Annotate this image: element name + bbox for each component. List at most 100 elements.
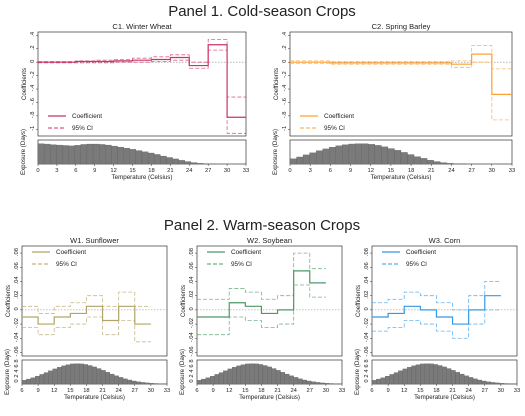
x-tick-label: 9 (36, 388, 39, 394)
exposure-bar (92, 366, 97, 385)
exposure-bar (368, 144, 376, 165)
exposure-bar (262, 365, 268, 385)
xlabel: Temperature (Celsius) (371, 174, 432, 181)
y-tick-label: -.4 (282, 84, 288, 92)
x-tick-label: 18 (83, 388, 89, 394)
exposure-bar (43, 372, 49, 385)
exposure-y-tick-label: 4 (364, 369, 370, 373)
exposure-bar (50, 144, 57, 165)
y-tick-label: 0 (282, 60, 288, 63)
y-tick-label: .06 (364, 262, 370, 270)
x-tick-label: 0 (288, 168, 291, 174)
exposure-y-tick-label: 2 (364, 374, 370, 377)
exposure-bar (440, 162, 447, 165)
y-tick-label: .08 (189, 248, 195, 256)
ci-low-line (372, 309, 501, 339)
exposure-bar (335, 145, 343, 165)
exposure-y-tick-label: 4 (14, 369, 20, 373)
legend-ci-label: 95% CI (56, 261, 77, 268)
coef-line (38, 44, 246, 118)
exposure-bar (123, 147, 130, 165)
y-tick-label: 0 (14, 307, 20, 310)
exposure-bar (196, 163, 204, 165)
y-tick-label: -.4 (30, 84, 36, 92)
exposure-y-tick-label: 4 (189, 369, 195, 373)
y-tick-label: -.04 (189, 331, 195, 342)
x-tick-label: 12 (51, 388, 57, 394)
legend-coef-label: Coefficient (72, 113, 102, 120)
x-tick-label: 18 (408, 168, 414, 174)
y-tick-label: -.06 (364, 346, 370, 356)
exposure-bar (481, 380, 487, 385)
exposure-y-tick-label: 6 (14, 364, 20, 367)
exposure-y-tick-label: 2 (14, 374, 20, 377)
x-tick-label: 27 (132, 388, 138, 394)
exposure-bar (398, 370, 403, 385)
exposure-bar (297, 378, 303, 385)
exposure-bar (160, 155, 167, 165)
exposure-bar (275, 370, 281, 385)
exposure-bar (80, 144, 88, 165)
y-tick-label: .08 (364, 248, 370, 256)
x-tick-label: 15 (242, 388, 248, 394)
ci-high-line (22, 291, 151, 314)
coef-line (290, 53, 512, 95)
exposure-bar (380, 377, 386, 385)
x-tick-label: 33 (339, 388, 345, 394)
x-tick-label: 18 (433, 388, 439, 394)
subplot-title: W1. Sunflower (70, 236, 119, 245)
exposure-bar (271, 368, 277, 385)
y-tick-label: -1 (30, 126, 36, 131)
chart-w3: W3. Corn -.06 -.04 -.02 0 .02 .04 .06 .08 Coeffic… (354, 236, 520, 401)
exposure-bar (178, 160, 185, 165)
exposure-bar (65, 364, 71, 385)
exposure-bar (494, 382, 500, 385)
exposure-bar (21, 380, 27, 385)
y-tick-label: -.02 (364, 318, 370, 328)
coef-plot-frame (21, 245, 168, 357)
exposure-bar (78, 363, 84, 385)
x-tick-label: 9 (386, 388, 389, 394)
exposure-bar (315, 150, 323, 165)
exposure-bar (393, 372, 399, 385)
exposure-bar (355, 143, 362, 165)
panel1-title: Panel 1. Cold-season Crops (168, 3, 356, 20)
y-tick-label: .2 (30, 45, 36, 50)
exposure-bar (411, 365, 417, 385)
exposure-bar (227, 368, 233, 385)
y-tick-label: -.04 (14, 331, 20, 342)
exposure-bar (172, 158, 179, 165)
coef-ylabel: Coefficients (180, 285, 187, 317)
exposure-bar (61, 365, 67, 385)
exposure-bar (37, 143, 45, 165)
subplot-title: W2. Soybean (247, 236, 292, 245)
x-tick-label: 9 (211, 388, 214, 394)
y-tick-label: -.02 (189, 318, 195, 328)
x-tick-label: 15 (67, 388, 73, 394)
exposure-bar (446, 368, 452, 385)
coef-plot-frame (289, 31, 513, 137)
y-tick-label: 0 (30, 60, 36, 63)
x-tick-label: 6 (74, 168, 77, 174)
x-tick-label: 21 (274, 388, 280, 394)
exposure-y-tick-label: 6 (364, 364, 370, 367)
x-tick-label: 15 (417, 388, 423, 394)
exposure-bar (118, 377, 124, 385)
x-tick-label: 24 (115, 388, 122, 394)
exposure-bar (315, 382, 321, 385)
exposure-bar (111, 145, 118, 165)
exposure-bar (68, 145, 75, 165)
exposure-bar (26, 378, 31, 385)
legend-ci-label: 95% CI (324, 125, 345, 132)
x-tick-label: 24 (448, 168, 455, 174)
exposure-bar (48, 370, 53, 385)
coef-ylabel: Coefficients (21, 68, 28, 100)
x-tick-label: 30 (323, 388, 329, 394)
exposure-bar (86, 143, 94, 165)
x-tick-label: 0 (36, 168, 39, 174)
exposure-bar (503, 383, 509, 385)
exposure-bar (402, 368, 408, 385)
y-tick-label: -.2 (282, 71, 288, 78)
exposure-bar (141, 151, 149, 165)
